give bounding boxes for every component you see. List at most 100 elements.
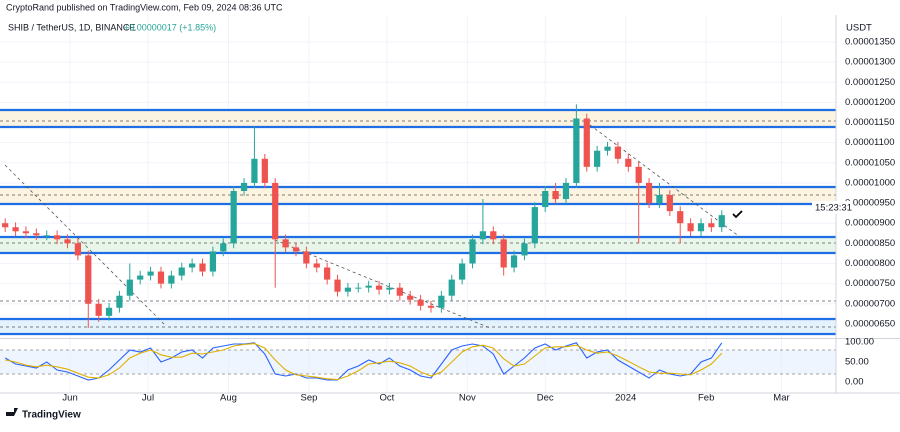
candle-body	[74, 243, 82, 256]
candle-body	[427, 305, 435, 308]
candle-body	[531, 207, 538, 244]
zone	[0, 187, 836, 204]
candle-body	[459, 263, 466, 280]
check-mark	[732, 210, 743, 219]
candle-body	[594, 150, 601, 167]
candle-body	[510, 255, 518, 268]
y-tick-label: 0.00	[845, 377, 864, 388]
candle-body	[635, 166, 642, 183]
candle-body	[137, 275, 144, 280]
candle-body	[251, 158, 258, 183]
candle-body	[542, 190, 549, 208]
candle-body	[168, 275, 175, 284]
x-tick-label: Jun	[62, 393, 77, 404]
candle-body	[583, 118, 590, 167]
countdown: 15:23:31	[815, 203, 852, 214]
candle-body	[417, 299, 424, 306]
candle-body	[199, 263, 206, 272]
y-tick-label: 0.00001350	[845, 36, 895, 47]
candle-body	[469, 239, 476, 264]
candle-body	[22, 231, 30, 234]
labels: Jun Jul Aug Sep Oct Nov Dec 2024 Feb Mar 0.0000065…	[62, 36, 895, 403]
y-tick-label: 0.00001200	[845, 97, 895, 108]
candle-body	[43, 235, 50, 237]
candle-body	[85, 255, 92, 304]
symbol: SHIB / TetherUS, 1D, BINANCE	[8, 22, 135, 32]
stoch-line	[4, 342, 723, 381]
x-tick-label: Nov	[459, 393, 476, 404]
candle-body	[552, 190, 559, 200]
y-tick-label: 0.00000650	[845, 318, 895, 329]
y-tick-label: 0.00001150	[845, 117, 895, 128]
candle-body	[604, 146, 611, 151]
change: +0.00000017 (+1.85%)	[124, 22, 216, 32]
candle-body	[240, 182, 248, 191]
x-tick-label: Feb	[698, 393, 714, 404]
candle-body	[677, 211, 684, 224]
y-tick-label: 0.00001300	[845, 57, 895, 68]
candle-body	[209, 251, 217, 272]
candle-body	[479, 231, 487, 240]
candle-body	[375, 285, 383, 290]
candle-body	[625, 158, 632, 167]
candle-body	[614, 146, 622, 159]
candle-body	[324, 267, 331, 280]
brand: TradingView	[22, 410, 81, 421]
y-tick-label: 0.00000750	[845, 278, 895, 289]
candle-body	[126, 279, 133, 296]
y-tick-label: 0.00001250	[845, 77, 895, 88]
currency: USDT	[846, 23, 872, 34]
candle-body	[313, 263, 320, 268]
y-tick-label: 100.00	[845, 337, 874, 348]
y-tick-label: 0.00000900	[845, 218, 895, 229]
candle-body	[396, 287, 403, 296]
y-tick-label: 0.00000850	[845, 238, 895, 249]
candle-body	[718, 215, 725, 228]
candle-body	[147, 271, 154, 276]
candle-body	[521, 243, 528, 256]
y-tick-label: 0.00000700	[845, 298, 895, 309]
candle-body	[272, 182, 279, 240]
y-tick-label: 0.00000950	[845, 198, 895, 209]
candle-body	[116, 295, 123, 308]
x-tick-label: Aug	[220, 393, 237, 404]
logo	[6, 408, 18, 416]
candle-body	[12, 227, 19, 232]
candle-body	[303, 251, 310, 264]
zone	[0, 237, 836, 253]
candle-body	[189, 263, 196, 268]
marks	[2, 104, 725, 381]
candle-body	[407, 295, 414, 300]
candle-body	[95, 303, 102, 316]
annotations	[0, 108, 836, 336]
candle-body	[687, 223, 694, 232]
publisher: CryptoRand published on TradingView.com,…	[6, 2, 283, 12]
candle-body	[261, 158, 268, 183]
x-tick-label: Mar	[773, 393, 789, 404]
x-tick-label: Jul	[142, 393, 154, 404]
candle-body	[666, 195, 673, 212]
x-tick-label: Oct	[379, 393, 394, 404]
candle-body	[105, 307, 113, 316]
candle-body	[355, 287, 362, 289]
candle-body	[344, 287, 352, 292]
candle-body	[645, 182, 653, 204]
candle-body	[573, 118, 580, 183]
candle-body	[157, 271, 165, 284]
zone	[0, 110, 836, 127]
candle-body	[54, 235, 61, 240]
x-tick-label: Dec	[537, 393, 554, 404]
y-tick-label: 0.00001050	[845, 157, 895, 168]
x-tick-label: Sep	[301, 393, 318, 404]
stoch-line	[5, 343, 723, 381]
countdown-box	[812, 201, 852, 214]
candle-body	[178, 267, 185, 276]
candle-body	[656, 195, 663, 204]
y-tick-label: 0.00000800	[845, 258, 895, 269]
candle-body	[230, 190, 237, 244]
trend-line	[274, 239, 491, 329]
y-tick-label: 0.00001000	[845, 177, 895, 188]
candle-body	[448, 279, 455, 296]
candle-body	[2, 223, 9, 228]
